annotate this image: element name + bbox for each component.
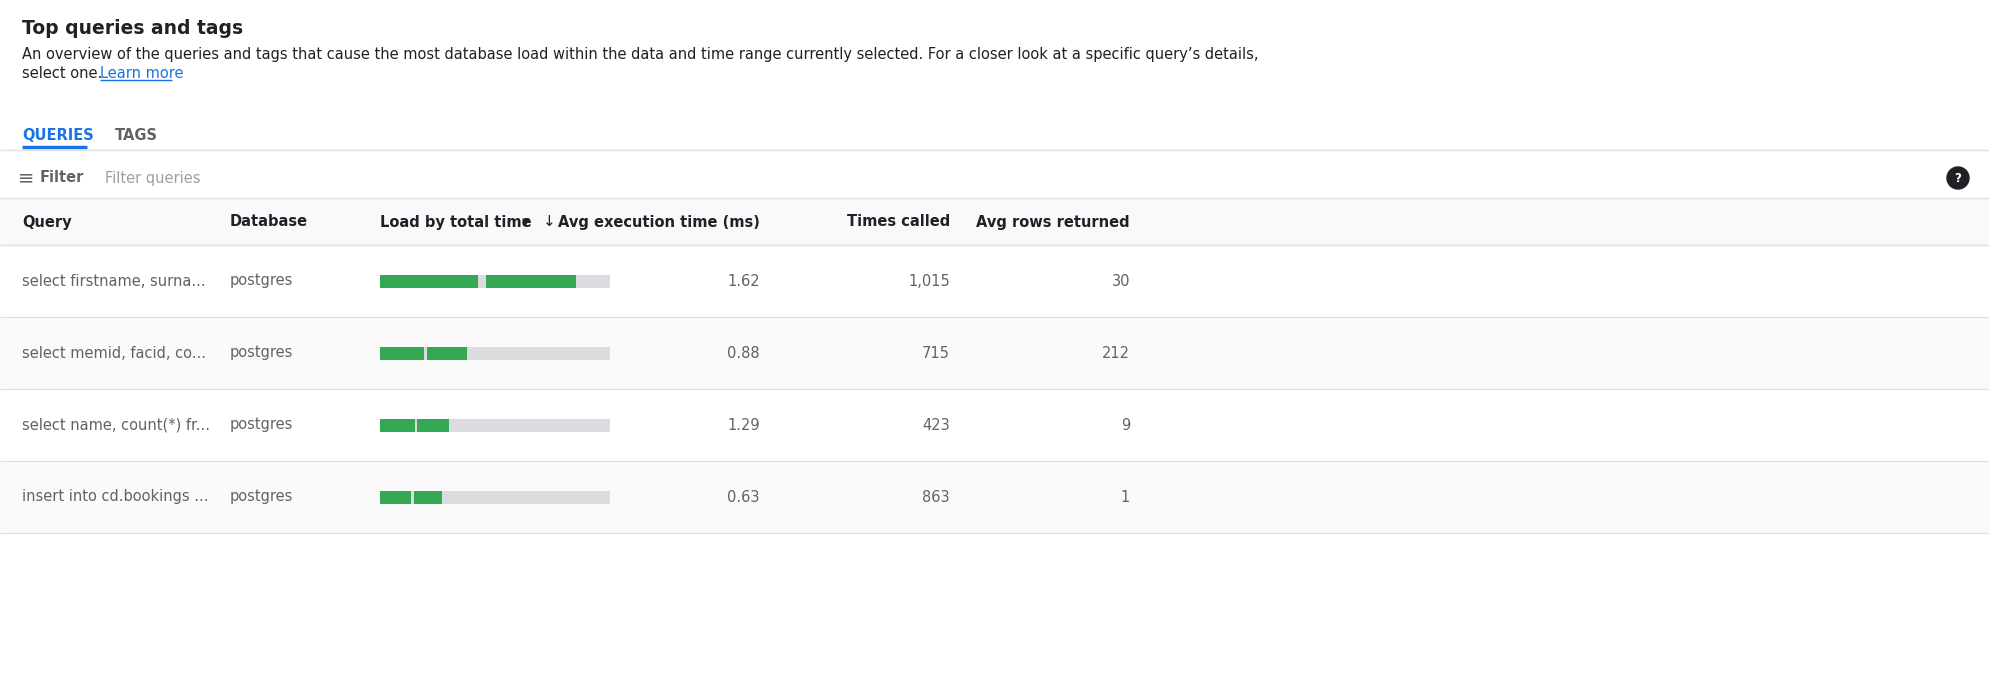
Bar: [0, 199, 1989, 245]
Bar: [0, 389, 1989, 461]
Text: TAGS: TAGS: [115, 128, 157, 143]
Text: Query: Query: [22, 215, 72, 230]
Text: Top queries and tags: Top queries and tags: [22, 19, 243, 37]
Bar: [380, 346, 611, 359]
Text: 30: 30: [1112, 273, 1130, 288]
Text: 1,015: 1,015: [907, 273, 949, 288]
Text: 212: 212: [1102, 346, 1130, 360]
Text: 715: 715: [921, 346, 949, 360]
Bar: [0, 245, 1989, 317]
Text: 0.88: 0.88: [728, 346, 760, 360]
Text: select one.: select one.: [22, 66, 101, 81]
Text: select firstname, surna...: select firstname, surna...: [22, 273, 205, 288]
Text: ≡: ≡: [18, 168, 34, 188]
Text: ↓: ↓: [543, 215, 555, 230]
Text: postgres: postgres: [231, 417, 292, 433]
Text: 1: 1: [1120, 489, 1130, 504]
Text: 1.62: 1.62: [728, 273, 760, 288]
Text: Times called: Times called: [847, 215, 949, 230]
Bar: [380, 275, 477, 288]
Text: Load by total time: Load by total time: [380, 215, 531, 230]
Text: ▼: ▼: [521, 217, 529, 227]
Bar: [414, 491, 442, 504]
Text: select memid, facid, co...: select memid, facid, co...: [22, 346, 207, 360]
Text: 423: 423: [921, 417, 949, 433]
Bar: [380, 275, 611, 288]
Text: ?: ?: [1953, 172, 1961, 184]
Text: postgres: postgres: [231, 489, 292, 504]
Bar: [485, 275, 575, 288]
Text: QUERIES: QUERIES: [22, 128, 93, 143]
Bar: [380, 491, 412, 504]
Text: 1.29: 1.29: [728, 417, 760, 433]
Text: Learn more: Learn more: [99, 66, 183, 81]
Bar: [380, 419, 414, 431]
Text: postgres: postgres: [231, 346, 292, 360]
Text: Filter queries: Filter queries: [105, 170, 201, 186]
Text: 9: 9: [1120, 417, 1130, 433]
Text: Avg execution time (ms): Avg execution time (ms): [557, 215, 760, 230]
Text: Avg rows returned: Avg rows returned: [977, 215, 1130, 230]
Text: 0.63: 0.63: [728, 489, 760, 504]
Text: An overview of the queries and tags that cause the most database load within the: An overview of the queries and tags that…: [22, 48, 1257, 63]
Bar: [380, 419, 611, 431]
Bar: [418, 419, 450, 431]
Bar: [0, 317, 1989, 389]
Bar: [380, 346, 424, 359]
Bar: [428, 346, 467, 359]
Text: insert into cd.bookings ...: insert into cd.bookings ...: [22, 489, 209, 504]
Bar: [380, 491, 611, 504]
Text: select name, count(*) fr...: select name, count(*) fr...: [22, 417, 211, 433]
Text: Filter: Filter: [40, 170, 84, 186]
Text: postgres: postgres: [231, 273, 292, 288]
Circle shape: [1945, 167, 1967, 189]
Text: Database: Database: [231, 215, 308, 230]
Text: 863: 863: [923, 489, 949, 504]
Bar: [0, 461, 1989, 533]
